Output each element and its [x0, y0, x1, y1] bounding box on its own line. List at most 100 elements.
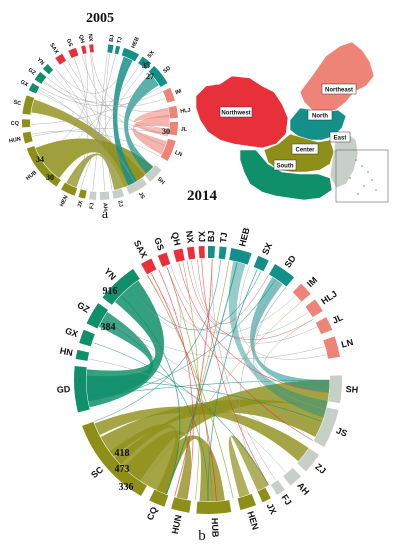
node-label-sax: SAX	[132, 239, 149, 260]
node-label-hn: HN	[59, 346, 74, 358]
node-label-yn: YN	[35, 57, 45, 67]
node-label-gz: GZ	[27, 67, 37, 77]
node-label-tj: TJ	[116, 36, 123, 44]
node-arc-jx	[257, 487, 271, 503]
flow-line	[211, 259, 276, 481]
flow-line	[158, 302, 301, 491]
node-arc-sd	[269, 263, 295, 287]
node-label-sh: SH	[345, 384, 358, 395]
node-arc-nx	[89, 44, 94, 53]
flow-line	[86, 379, 322, 422]
flow-ribbon-sd	[250, 276, 330, 393]
flow-line	[178, 262, 329, 393]
flow-ribbon-hen	[66, 153, 124, 190]
node-arc-hun	[22, 131, 33, 144]
panel-caption-b: b	[198, 528, 206, 544]
chord-diagram-2014: 2014 BJ TJ HEBSXSDIMHLJJLLNSHJSZJAHFJJXHEN…	[56, 188, 358, 544]
node-label-hen: HEN	[245, 510, 260, 531]
chord-links-2005	[31, 53, 170, 191]
node-label-heb: HEB	[237, 226, 252, 247]
node-label-jx: JX	[265, 502, 279, 516]
node-label-xj: XJ	[196, 231, 207, 242]
chord-arcs-2014	[73, 245, 343, 514]
map-label-north: North	[307, 109, 333, 121]
flow-line	[37, 91, 145, 176]
flow-ribbon-hen	[228, 435, 269, 498]
node-arc-yn	[42, 64, 54, 75]
svg-text:South: South	[277, 164, 294, 170]
node-arc-ln	[160, 138, 176, 161]
flow-ribbon-sc	[94, 406, 309, 462]
node-arc-hen	[237, 493, 257, 511]
flow-line	[103, 319, 209, 502]
node-label-qh: QH	[170, 231, 183, 246]
node-arc-gz	[86, 303, 109, 329]
flow-line	[239, 287, 286, 489]
node-arc-qh	[81, 45, 87, 55]
node-arc-hen	[61, 182, 78, 196]
node-label-im: IM	[175, 88, 183, 96]
node-label-cq: CQ	[11, 121, 20, 127]
flow-line	[150, 272, 217, 501]
node-arc-sx	[138, 56, 152, 70]
node-label-hlj: HLJ	[319, 289, 339, 307]
flow-value: 916	[103, 286, 118, 297]
node-arc-hlj	[305, 299, 323, 318]
flow-value: 27	[146, 72, 154, 81]
node-label-ah: AH	[101, 203, 107, 211]
node-label-im: IM	[305, 275, 319, 289]
flow-line	[91, 53, 168, 113]
node-arc-nx	[187, 246, 196, 260]
node-label-yn: YN	[102, 266, 118, 282]
flow-line	[94, 259, 221, 422]
node-label-js: JS	[335, 425, 349, 438]
node-arc-jl	[168, 122, 178, 136]
node-label-jl: JL	[180, 127, 188, 134]
node-label-hun: HUN	[9, 136, 22, 144]
flow-line	[32, 130, 160, 157]
south-sea-islands	[349, 159, 377, 195]
flow-ribbon-heb	[228, 261, 328, 418]
node-arc-bj	[208, 245, 216, 259]
flow-line	[186, 260, 313, 341]
flow-ribbon-cq	[109, 423, 179, 495]
node-arc-qh	[173, 248, 185, 263]
flow-value: 35	[142, 61, 150, 70]
flow-line	[55, 68, 119, 189]
node-arc-hub	[26, 145, 61, 187]
node-arc-zj	[112, 188, 125, 199]
node-arc-js	[126, 177, 147, 195]
node-arc-tj	[218, 246, 227, 260]
node-arc-jx	[78, 189, 87, 199]
node-arc-hub	[196, 500, 232, 514]
flow-value: 336	[119, 482, 134, 493]
flow-line	[63, 63, 135, 182]
flow-line	[130, 266, 182, 330]
node-arc-cq	[149, 489, 169, 507]
node-label-gs: GS	[65, 38, 74, 48]
node-label-sh: SH	[156, 176, 166, 186]
title-2014: 2014	[187, 188, 218, 204]
flow-line	[166, 260, 230, 494]
node-label-qh: QH	[77, 34, 85, 43]
flow-value: 418	[115, 448, 130, 459]
node-arc-tj	[114, 45, 121, 55]
node-arc-sh	[145, 165, 162, 182]
flow-ribbon-ln	[132, 114, 170, 155]
flow-line	[252, 281, 326, 410]
node-label-sd: SD	[283, 253, 299, 269]
node-arc-hun	[171, 497, 192, 513]
flow-line	[201, 259, 269, 485]
node-arc-sc	[22, 95, 35, 115]
flow-value: 473	[115, 464, 130, 475]
node-label-sd: SD	[162, 65, 172, 74]
svg-text:Center: Center	[295, 148, 315, 154]
chord-diagram-2005: 2005 BJ TJ HEB SX SD IM HLJ JL LN SH JS ZJ AH FJ JX HEN…	[9, 11, 191, 222]
china-regions-map: Northwest North Northeast Center East So…	[195, 41, 389, 203]
node-label-sx: SX	[260, 241, 274, 256]
node-arc-hlj	[168, 105, 178, 119]
node-arc-gx	[28, 83, 40, 94]
node-arc-cq	[22, 119, 31, 128]
node-arc-ah	[100, 191, 110, 200]
node-label-ah: AH	[295, 480, 311, 496]
